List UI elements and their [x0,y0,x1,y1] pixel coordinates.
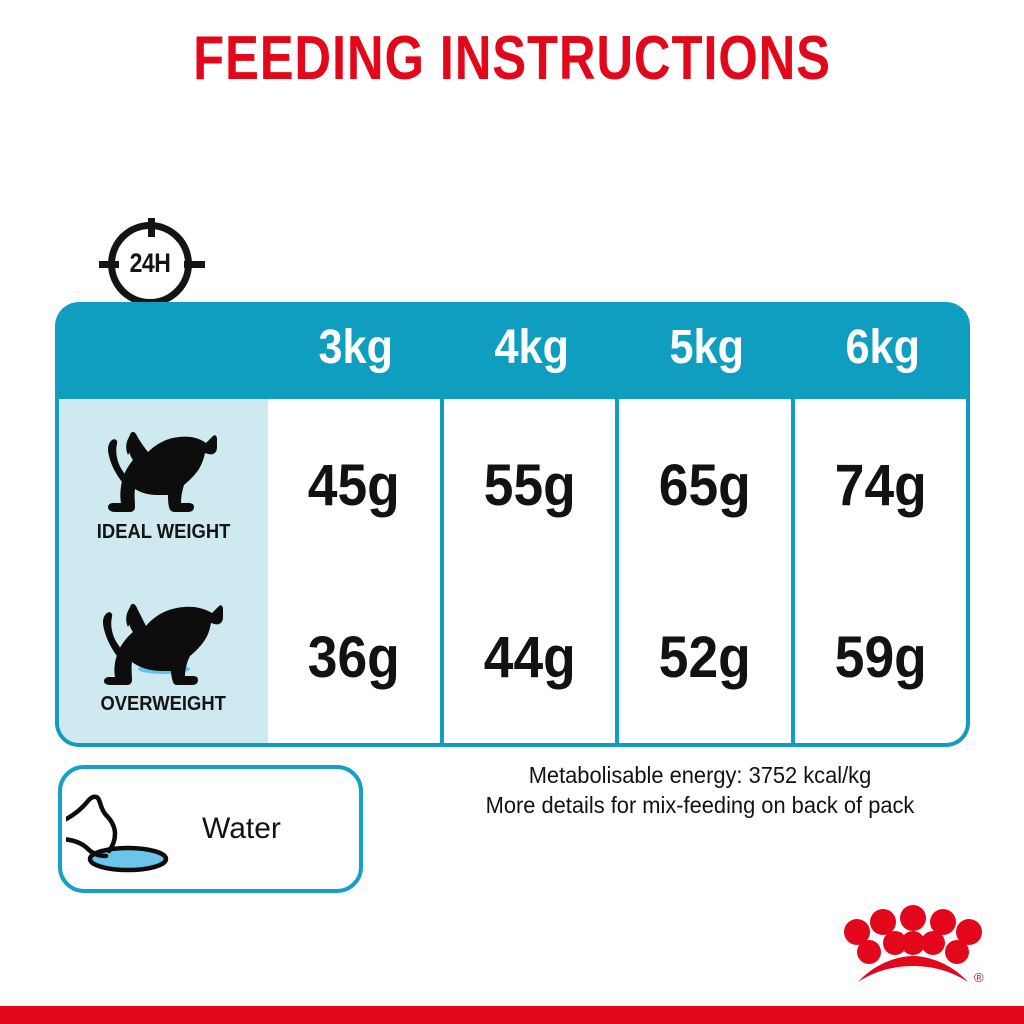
water-label: Water [202,812,281,845]
column-header-5kg: 5kg [669,321,744,374]
cell-overweight-5kg: 52g [658,624,751,690]
data-columns: 45g 36g 55g 44g 65g 52g 74g 59g [268,399,966,743]
footer-mixfeeding-line: More details for mix-feeding on back of … [485,792,915,818]
row-label-text-ideal-weight: IDEAL WEIGHT [96,520,231,543]
data-column-3kg: 45g 36g [268,399,440,743]
cell-ideal-5kg: 65g [658,452,751,518]
cat-overweight-icon [89,599,239,691]
cell-ideal-6kg: 74g [834,452,927,518]
column-header-3kg: 3kg [318,321,393,374]
cat-ideal-weight-icon [89,427,239,519]
cell-overweight-4kg: 44g [483,624,576,690]
data-column-4kg: 55g 44g [439,399,616,743]
row-label-overweight: OVERWEIGHT [59,571,268,743]
bottom-red-bar [0,1006,1024,1024]
data-column-5kg: 65g 52g [615,399,791,743]
water-callout: Water [58,765,363,893]
column-header-4kg: 4kg [494,321,569,374]
row-label-ideal-weight: IDEAL WEIGHT [59,399,268,571]
table-header-corner [55,302,268,399]
cell-overweight-6kg: 59g [834,624,927,690]
footer-energy-line: Metabolisable energy: 3752 kcal/kg [528,762,872,788]
page-title: FEEDING INSTRUCTIONS [193,24,831,93]
data-column-6kg: 74g 59g [790,399,967,743]
cell-ideal-3kg: 45g [307,452,400,518]
badge-24h-label: 24H [129,248,171,278]
clock-tick-right-icon [184,261,205,268]
cat-drinking-water-icon [66,777,198,881]
row-label-column: IDEAL WEIGHT [59,399,268,743]
royal-canin-crown-logo: ® [838,898,988,990]
cell-ideal-4kg: 55g [483,452,576,518]
table-header-row: 3kg 4kg 5kg 6kg [55,302,970,399]
row-label-text-overweight: OVERWEIGHT [100,692,227,715]
clock-tick-left-icon [99,261,119,268]
clock-tick-top-icon [148,218,155,237]
feeding-table: 3kg 4kg 5kg 6kg IDEAL WEIGHT [55,302,970,747]
table-body: IDEAL WEIGHT [55,399,970,747]
cell-overweight-3kg: 36g [307,624,400,690]
footer-notes: Metabolisable energy: 3752 kcal/kg More … [434,760,966,820]
column-header-6kg: 6kg [845,321,920,374]
24h-clock-badge: 24H [98,212,210,324]
registered-mark: ® [974,970,984,985]
